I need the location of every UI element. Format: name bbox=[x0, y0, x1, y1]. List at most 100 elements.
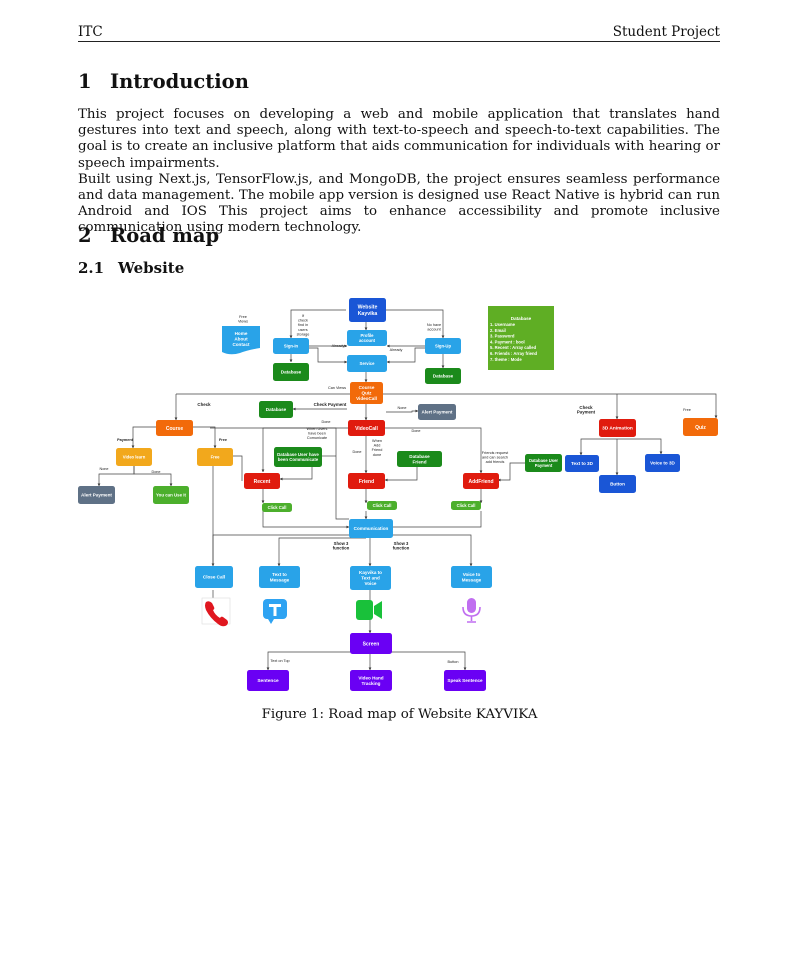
node-label: Alert Payment bbox=[422, 410, 453, 415]
edge-label-free-views: Free bbox=[239, 315, 247, 319]
node-label: Contact bbox=[232, 342, 250, 347]
node-communication: Communication bbox=[349, 519, 393, 538]
edge-label-done-vc: Done bbox=[352, 450, 361, 454]
section-number: 2 bbox=[78, 224, 92, 247]
node-alert-left: Alert Payment bbox=[78, 486, 115, 504]
node-label: Profile bbox=[360, 333, 374, 338]
edge-label-show3-right: function bbox=[393, 546, 410, 551]
node-label: Message bbox=[270, 577, 290, 582]
node-label: Website bbox=[358, 305, 378, 311]
edge-label-when-add: done bbox=[373, 453, 381, 457]
video-camera-icon bbox=[356, 600, 382, 620]
node-label: Screen bbox=[363, 641, 380, 647]
node-service: Service bbox=[347, 355, 387, 372]
node-label: Voice to 3D bbox=[650, 461, 675, 466]
node-label: Close Call bbox=[203, 575, 225, 580]
node-label: About bbox=[234, 337, 248, 342]
node-label: account bbox=[359, 338, 376, 343]
node-signup: Sign-Up bbox=[425, 338, 461, 354]
node-click1: Click Call bbox=[262, 503, 292, 512]
connector bbox=[390, 651, 467, 671]
node-voice3d: Voice to 3D bbox=[645, 454, 680, 472]
node-label: Alert Payment bbox=[81, 493, 112, 498]
node-text3d: Text to 3D bbox=[565, 455, 599, 472]
node-label: AddFriend bbox=[469, 479, 494, 485]
edge-label-text-on-top: Text on Top bbox=[270, 659, 289, 663]
connector bbox=[277, 537, 366, 567]
connector bbox=[617, 438, 663, 455]
node-label: VideoCall bbox=[355, 426, 378, 432]
edge-label-check-payment-right: Check bbox=[579, 405, 593, 410]
header-left: ITC bbox=[78, 24, 103, 40]
edge-label-show3-left: function bbox=[333, 546, 350, 551]
node-db-right: Database bbox=[425, 368, 461, 384]
node-label: Button bbox=[610, 482, 625, 487]
database-note-line: 1. Username bbox=[490, 322, 516, 327]
node-label: Recent bbox=[254, 479, 271, 485]
node-label: Quiz bbox=[695, 425, 706, 431]
connector bbox=[309, 347, 348, 364]
edge-label-button-lbl: Button bbox=[448, 660, 459, 664]
node-label: Speak Sentence bbox=[447, 678, 483, 683]
node-label: Video Hand bbox=[358, 675, 383, 680]
node-label: Course bbox=[359, 385, 375, 390]
node-quiz: Quiz bbox=[683, 418, 718, 436]
node-signin: Sign-In bbox=[273, 338, 309, 354]
node-db-left: Database bbox=[273, 363, 309, 381]
node-label: Course bbox=[166, 426, 183, 432]
connector bbox=[386, 409, 419, 413]
microphone-icon bbox=[462, 598, 481, 623]
subsection-number: 2.1 bbox=[78, 259, 105, 277]
section-introduction: 1 Introduction bbox=[78, 70, 249, 93]
edge-label-friends-req: Friends request bbox=[482, 451, 509, 455]
node-course: Course bbox=[156, 420, 193, 436]
node-free-box: Free bbox=[197, 448, 233, 466]
edge-label-when-add: When bbox=[372, 439, 382, 443]
node-close-call: Close Call bbox=[195, 566, 233, 588]
edge-label-free-views: Views bbox=[238, 320, 248, 324]
connector bbox=[210, 427, 349, 520]
edge-label-can-views: Can Views bbox=[328, 386, 346, 390]
section-title: Introduction bbox=[110, 70, 249, 93]
edge-label-when-add: Friend bbox=[372, 448, 383, 452]
edge-label-none-top: None bbox=[397, 406, 406, 410]
node-label: Free bbox=[211, 454, 221, 459]
edge-label-done-right: Done bbox=[411, 429, 420, 433]
edge-label-done-left: Done bbox=[151, 470, 160, 474]
edge-label-when-add: Add bbox=[374, 444, 381, 448]
node-button: Button bbox=[599, 475, 636, 493]
edge-label-no-have: No have bbox=[427, 323, 441, 327]
database-note-title: Database bbox=[511, 316, 532, 321]
edge-label-when-users: Comunicate bbox=[307, 436, 327, 440]
node-label: Database bbox=[433, 374, 454, 379]
connector bbox=[289, 309, 346, 339]
phone-icon bbox=[201, 597, 231, 627]
node-label: Database bbox=[409, 454, 430, 459]
database-note-line: 6. Friends : Array friend bbox=[490, 351, 538, 356]
edge-label-if-check: users bbox=[298, 328, 307, 332]
connector bbox=[385, 427, 483, 474]
node-label: Message bbox=[462, 577, 482, 582]
edge-label-if-check: check bbox=[298, 319, 308, 323]
edge-label-if-check: storage bbox=[297, 332, 310, 336]
connector bbox=[279, 467, 313, 481]
intro-paragraph-1: This project focuses on developing a web… bbox=[78, 107, 720, 171]
node-alert-top: Alert Payment bbox=[418, 404, 456, 420]
subsection-website: 2.1 Website bbox=[78, 259, 184, 277]
node-click2: Click Call bbox=[367, 501, 397, 510]
subsection-title: Website bbox=[118, 259, 185, 277]
connector bbox=[385, 511, 482, 529]
node-label: Sentence bbox=[257, 678, 279, 684]
node-friend: Friend bbox=[348, 473, 385, 489]
edge-label-none-left: None bbox=[99, 467, 108, 471]
node-label: Database User have bbox=[277, 452, 319, 457]
node-label: Friend bbox=[412, 459, 426, 464]
edge-label-friends-req: add friends bbox=[486, 460, 505, 464]
